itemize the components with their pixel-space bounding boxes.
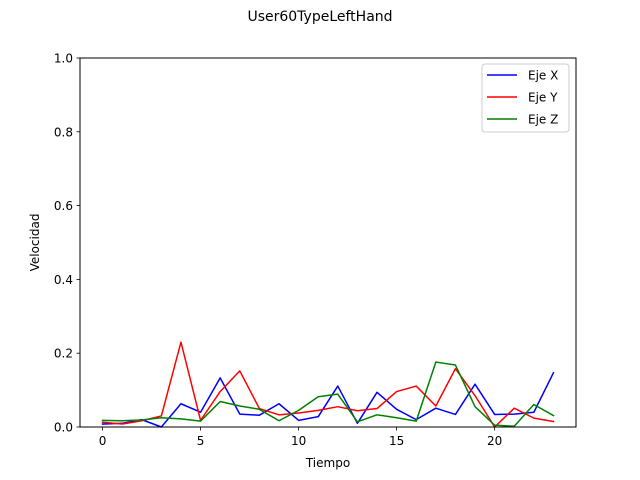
legend-frame (481, 63, 570, 133)
legend-label: Eje X (528, 69, 558, 83)
series-layer (101, 341, 555, 428)
x-tick-label: 5 (197, 434, 205, 448)
series-line-3 (101, 361, 555, 428)
plot-frame (79, 57, 577, 428)
y-axis-label: Velocidad (28, 214, 42, 272)
y-tick-label: 0.4 (54, 273, 73, 287)
y-tick-label: 0.8 (54, 125, 73, 139)
x-tick-label: 0 (99, 434, 107, 448)
series-line-2 (101, 341, 555, 428)
x-axis-label: Tiempo (305, 456, 350, 470)
x-tick-label: 20 (487, 434, 502, 448)
legend-label: Eje Z (528, 113, 558, 127)
legend: Eje X Eje Y Eje Z (481, 63, 570, 133)
y-tick-label: 0.0 (54, 421, 73, 435)
y-axis-ticks: 0.0 0.2 0.4 0.6 0.8 1.0 (54, 52, 80, 435)
x-axis-ticks: 0 5 10 15 20 (99, 427, 502, 448)
x-tick-label: 10 (291, 434, 306, 448)
legend-label: Eje Y (528, 91, 558, 105)
y-tick-label: 0.6 (54, 199, 73, 213)
y-tick-label: 1.0 (54, 52, 73, 66)
series-line-1 (101, 371, 555, 428)
y-tick-label: 0.2 (54, 347, 73, 361)
chart-title: User60TypeLeftHand (247, 9, 392, 25)
x-tick-label: 15 (389, 434, 404, 448)
